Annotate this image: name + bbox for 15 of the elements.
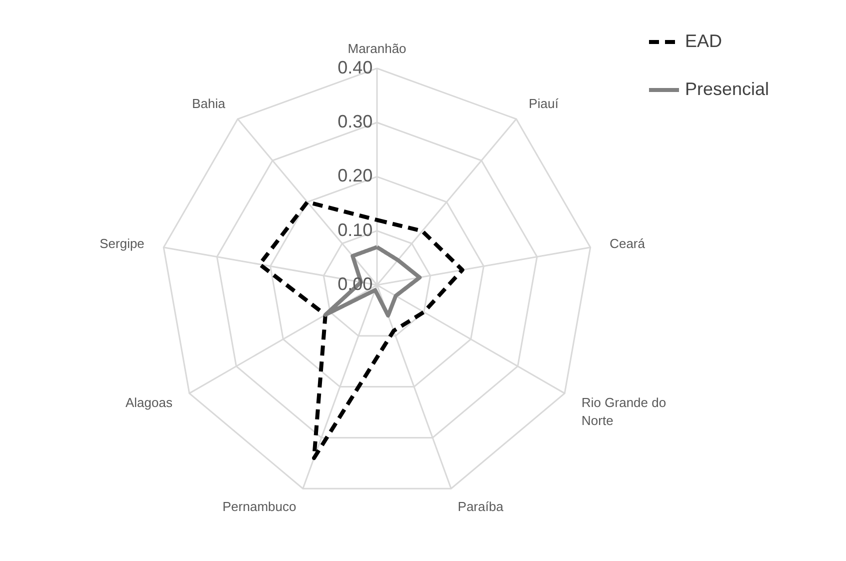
- y-tick-label: 0.10: [338, 220, 373, 240]
- legend-label: EAD: [685, 31, 722, 51]
- legend-label: Presencial: [685, 79, 770, 99]
- spoke-label: Paraíba: [458, 498, 504, 514]
- spoke-label: Piauí: [528, 96, 559, 112]
- spoke-label: Pernambuco: [222, 498, 296, 514]
- spoke-label: Sergipe: [100, 236, 144, 251]
- spoke-label: Rio Grande do Norte: [582, 395, 666, 428]
- spoke-label: Alagoas: [125, 395, 173, 410]
- y-tick-label: 0.20: [338, 166, 373, 186]
- spoke-label: Maranhão: [348, 40, 406, 56]
- spoke-label: Bahia: [192, 96, 226, 112]
- y-tick-label: 0.40: [338, 57, 373, 78]
- spoke-label: Ceará: [610, 236, 646, 251]
- y-tick-label: 0.30: [338, 112, 373, 132]
